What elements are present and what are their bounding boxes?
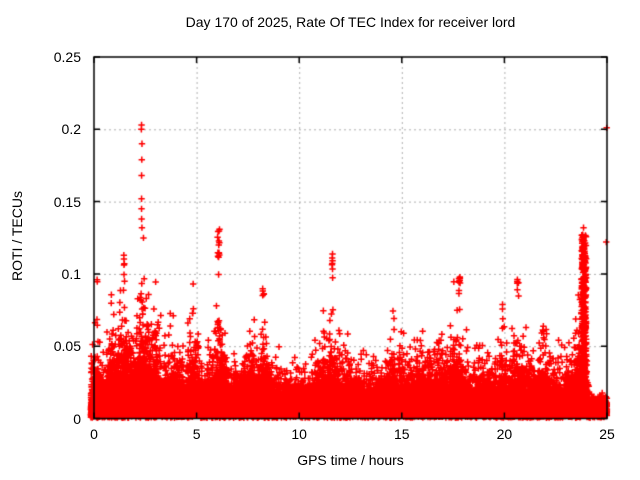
x-tick-label: 5 xyxy=(192,426,201,442)
y-tick-label: 0.25 xyxy=(53,49,81,65)
y-tick-label: 0.2 xyxy=(61,121,81,138)
y-tick-label: 0.15 xyxy=(53,193,81,210)
x-tick-label: 15 xyxy=(394,426,410,442)
y-tick-label: 0.1 xyxy=(61,265,81,282)
x-tick-label: 20 xyxy=(496,426,513,442)
y-tick-label: 0.05 xyxy=(53,338,81,355)
y-tick-label: 0 xyxy=(73,410,81,427)
x-tick-label: 25 xyxy=(599,426,615,442)
chart-title: Day 170 of 2025, Rate Of TEC Index for r… xyxy=(185,14,516,30)
x-tick-label: 0 xyxy=(90,426,98,442)
x-axis-label: GPS time / hours xyxy=(297,452,404,468)
x-tick-label: 10 xyxy=(291,426,307,442)
